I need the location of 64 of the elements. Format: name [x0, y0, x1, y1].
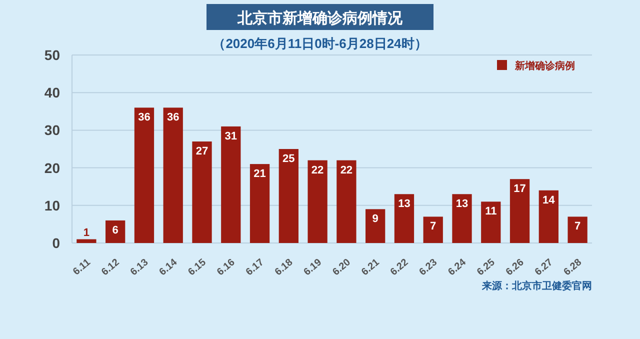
- bar: [452, 194, 472, 243]
- data-label: 9: [372, 213, 378, 226]
- data-label: 13: [398, 198, 410, 210]
- data-label: 7: [574, 220, 581, 233]
- x-tick-label: 6.23: [418, 256, 440, 278]
- x-tick-label: 6.17: [244, 256, 266, 278]
- bar: [394, 194, 414, 243]
- data-label: 22: [340, 164, 353, 176]
- source-note: 来源：北京市卫健委官网: [481, 280, 592, 292]
- data-label: 7: [430, 220, 436, 233]
- x-tick-label: 6.18: [273, 256, 296, 278]
- bar: [192, 141, 212, 243]
- data-label: 11: [485, 206, 497, 218]
- x-tick-label: 6.21: [360, 256, 382, 278]
- legend-label: 新增确诊病例: [514, 60, 575, 72]
- y-tick-label: 40: [44, 84, 60, 101]
- data-label: 1: [83, 227, 90, 240]
- x-tick-label: 6.28: [562, 256, 584, 278]
- data-label: 17: [514, 183, 526, 196]
- bar: [278, 149, 298, 243]
- data-label: 36: [138, 112, 150, 124]
- data-label: 22: [311, 164, 324, 176]
- x-tick-label: 6.11: [71, 256, 94, 278]
- data-label: 31: [224, 130, 238, 142]
- bar: [366, 209, 386, 243]
- y-tick-label: 20: [44, 160, 60, 176]
- x-tick-label: 6.25: [475, 256, 498, 278]
- x-tick-label: 6.15: [186, 256, 209, 278]
- x-tick-label: 6.12: [100, 256, 122, 278]
- chart-subtitle: （2020年6月11日0时-6月28日24时）: [212, 36, 428, 51]
- chart-title: 北京市新增确诊病例情况: [236, 9, 404, 27]
- x-tick-label: 6.19: [302, 256, 324, 278]
- data-label: 13: [456, 198, 468, 210]
- y-tick-label: 10: [44, 197, 60, 214]
- x-tick-label: 6.26: [504, 256, 526, 278]
- y-tick-label: 30: [44, 122, 60, 138]
- bar: [481, 202, 501, 243]
- data-label: 6: [112, 224, 118, 236]
- x-tick-label: 6.24: [446, 256, 469, 278]
- bar: [308, 160, 328, 243]
- bar: [568, 216, 588, 243]
- x-tick-label: 6.16: [215, 256, 238, 278]
- bar: [510, 179, 530, 243]
- bar: [538, 190, 558, 243]
- x-tick-label: 6.22: [388, 256, 411, 278]
- bar: [423, 216, 443, 243]
- y-tick-label: 50: [44, 47, 60, 63]
- bar: [221, 126, 241, 243]
- bar: [134, 108, 154, 243]
- data-label: 21: [254, 168, 266, 180]
- x-tick-label: 6.27: [533, 256, 556, 278]
- x-tick-label: 6.20: [330, 256, 354, 278]
- data-label: 14: [542, 194, 556, 206]
- bar: [250, 164, 270, 243]
- data-label: 27: [196, 145, 208, 158]
- y-tick-label: 0: [52, 235, 60, 251]
- bar: [163, 108, 183, 243]
- bar: [336, 160, 356, 243]
- bar: [106, 220, 126, 243]
- data-label: 25: [282, 153, 295, 165]
- x-tick-label: 6.14: [158, 256, 180, 278]
- x-tick-label: 6.13: [128, 256, 151, 278]
- bar: [76, 239, 96, 243]
- data-label: 36: [166, 112, 180, 124]
